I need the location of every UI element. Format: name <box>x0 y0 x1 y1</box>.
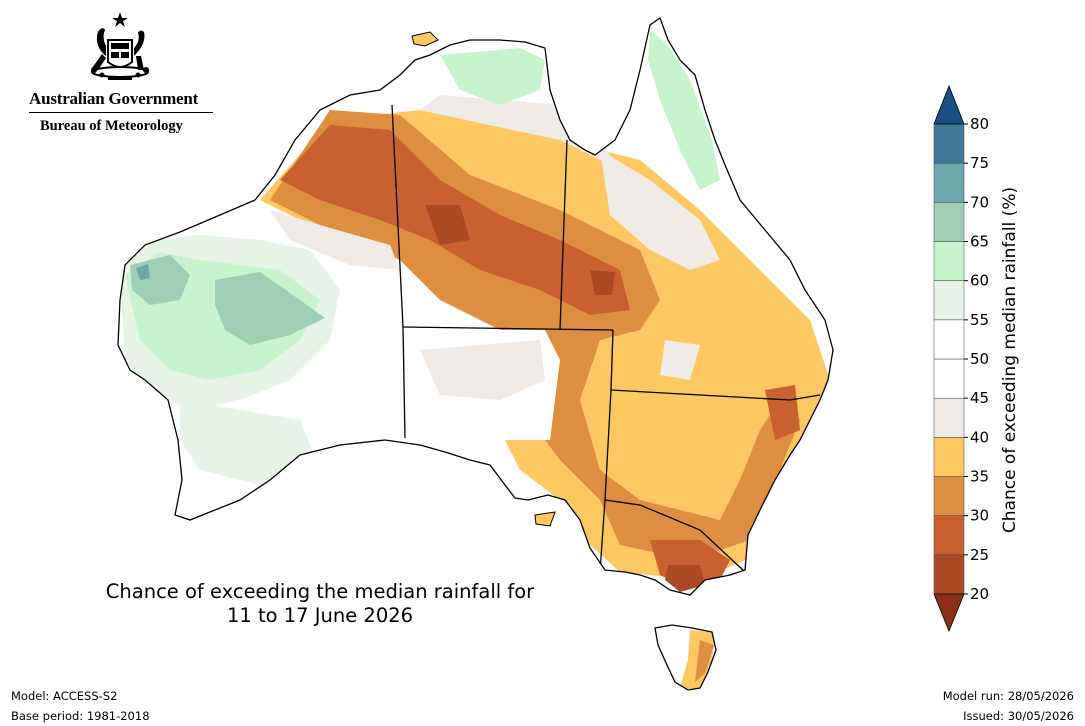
colorbar-tick-label: 45 <box>970 389 989 407</box>
colorbar-bins <box>933 123 965 595</box>
colorbar-tick-label: 55 <box>970 311 989 329</box>
colorbar-bin-70-75 <box>933 162 965 203</box>
colorbar-tick-label: 60 <box>970 272 989 290</box>
colorbar-tick-label: 65 <box>970 233 989 251</box>
colorbar-bin-35-40 <box>933 437 965 477</box>
colorbar-tick-label: 50 <box>970 350 989 368</box>
colorbar-bin-60-65 <box>933 241 965 281</box>
logo-divider <box>29 112 213 113</box>
base-period: Base period: 1981-2018 <box>11 709 150 723</box>
model-name: Model: ACCESS-S2 <box>11 689 118 703</box>
colorbar-ticks: 20 25 30 35 40 45 50 55 60 65 70 75 80 <box>964 115 989 603</box>
colorbar: 20 25 30 35 40 45 50 55 60 65 70 75 80 Chance of exc… <box>933 84 1020 633</box>
colorbar-tick-label: 20 <box>970 585 989 603</box>
map-title: Chance of exceeding the median rainfall … <box>60 580 580 628</box>
colorbar-bin-65-70 <box>933 202 965 242</box>
colorbar-tick-label: 70 <box>970 193 989 211</box>
colorbar-bin-55-60 <box>933 280 965 321</box>
colorbar-tick-label: 25 <box>970 546 989 564</box>
colorbar-tick-label: 40 <box>970 428 989 446</box>
melville-island <box>411 31 439 47</box>
agency-name: Bureau of Meteorology <box>40 118 183 134</box>
colorbar-bin-50-55 <box>933 319 965 360</box>
map-title-line1: Chance of exceeding the median rainfall … <box>105 580 535 603</box>
colorbar-bin-45-50 <box>933 358 965 399</box>
colorbar-bin-40-45 <box>933 397 965 438</box>
colorbar-tick-label: 75 <box>970 154 989 172</box>
colorbar-tick-label: 35 <box>970 468 989 486</box>
map-title-line2: 11 to 17 June 2026 <box>226 604 414 627</box>
colorbar-bin-25-30 <box>933 515 965 556</box>
colorbar-label: Chance of exceeding median rainfall (%) <box>1000 187 1020 533</box>
government-name: Australian Government <box>29 89 199 108</box>
colorbar-under-arrow <box>933 593 965 633</box>
colorbar-bin-75-80 <box>933 123 965 164</box>
coat-of-arms-icon <box>91 12 149 80</box>
colorbar-bin-20-25 <box>933 554 965 595</box>
tasmania-coastline <box>654 624 717 691</box>
mainland-coastline <box>117 16 834 596</box>
colorbar-bin-30-35 <box>933 476 965 516</box>
model-run-date: Model run: 28/05/2026 <box>942 689 1074 703</box>
rainfall-field-mainland <box>118 18 833 595</box>
kangaroo-island <box>534 511 556 527</box>
colorbar-tick-label: 30 <box>970 507 989 525</box>
colorbar-tick-label: 80 <box>970 115 989 133</box>
issued-date: Issued: 30/05/2026 <box>963 709 1074 723</box>
colorbar-over-arrow <box>933 84 965 125</box>
